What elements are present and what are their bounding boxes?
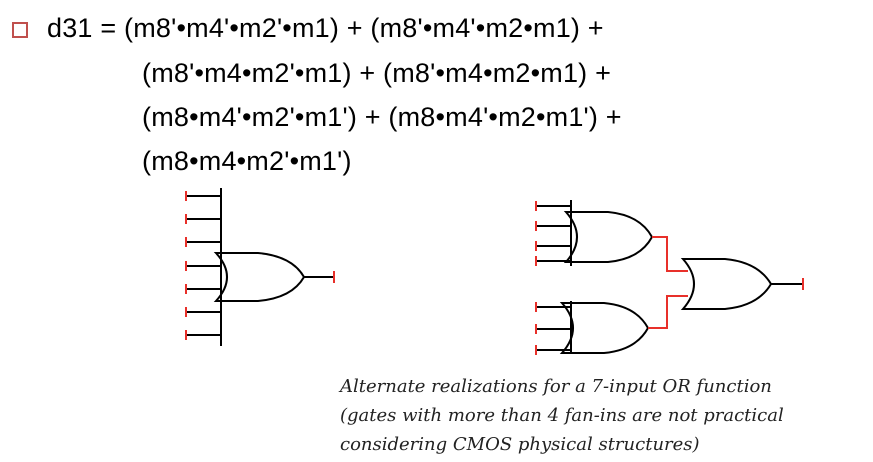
two-level-or-gate-diagram bbox=[535, 200, 804, 355]
caption-line-2: (gates with more than 4 fan-ins are not … bbox=[340, 405, 784, 426]
lower-or-gate-body bbox=[559, 302, 650, 354]
input-terminals bbox=[185, 191, 221, 340]
equation-line-4: (m8•m4•m2'•m1') bbox=[142, 146, 352, 176]
diagram-caption: Alternate realizations for a 7-input OR … bbox=[340, 372, 860, 459]
output-or-gate-body bbox=[680, 258, 773, 310]
or-gate-body bbox=[213, 252, 306, 302]
equation-line-2: (m8'•m4•m2'•m1) + (m8'•m4•m2•m1) + bbox=[142, 58, 612, 88]
upper-or-gate-body bbox=[563, 211, 654, 263]
seven-input-or-gate-diagram bbox=[185, 188, 335, 346]
upper-input-terminals bbox=[535, 201, 571, 266]
equation-line-1: d31 = (m8'•m4'•m2'•m1) + (m8'•m4'•m2•m1)… bbox=[47, 13, 604, 43]
bullet-square-icon bbox=[12, 22, 28, 38]
equation-line-3: (m8•m4'•m2'•m1') + (m8•m4'•m2•m1') + bbox=[142, 102, 622, 132]
lower-interconnect-wire bbox=[648, 295, 688, 329]
caption-line-1: Alternate realizations for a 7-input OR … bbox=[340, 376, 772, 397]
caption-line-3: considering CMOS physical structures) bbox=[340, 434, 700, 455]
upper-interconnect-wire bbox=[652, 236, 688, 272]
